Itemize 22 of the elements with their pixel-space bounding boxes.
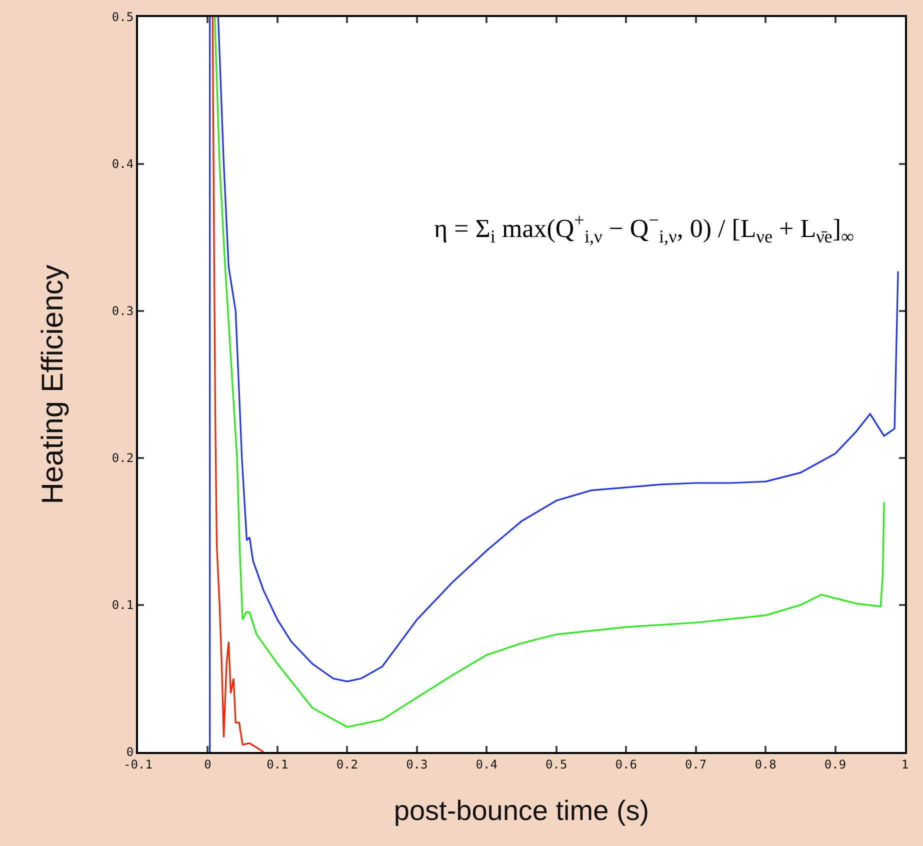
- x-tick-label: 0.4: [476, 757, 498, 772]
- y-tick-label: 0: [126, 745, 134, 760]
- x-tick-label: 0.5: [546, 757, 568, 772]
- x-tick-label: -0.1: [124, 757, 152, 772]
- x-tick-label: 0.7: [684, 757, 707, 772]
- line-series: [212, 17, 264, 752]
- x-tick-label: 1: [901, 757, 909, 772]
- x-tick-label: 0.8: [754, 757, 776, 772]
- x-tick-label: 0.2: [336, 757, 358, 772]
- x-tick-label: 0.1: [266, 757, 288, 772]
- y-axis-title: Heating Efficiency: [36, 264, 70, 504]
- y-tick-label: 0.4: [112, 157, 134, 172]
- y-tick-label: 0.3: [112, 304, 134, 318]
- x-tick-label: 0.9: [824, 757, 846, 772]
- x-axis-title: post-bounce time (s): [394, 795, 650, 826]
- y-tick-label: 0.1: [112, 598, 134, 612]
- x-tick-label: 0.6: [615, 757, 637, 772]
- x-tick-label: 0.3: [406, 757, 428, 772]
- y-tick-label: 0.2: [112, 451, 134, 466]
- text: η = Σ$_{i}$ max(Q$^{+}$$_{i,ν}$ − Q$^{−}$$_{i,ν}$, 0) / [L$_{νe}$ + L$_{ν̄e}$]$_{∞}$: [434, 210, 854, 246]
- y-tick-label: 0.5: [112, 10, 134, 24]
- x-tick-label: 0: [204, 757, 212, 772]
